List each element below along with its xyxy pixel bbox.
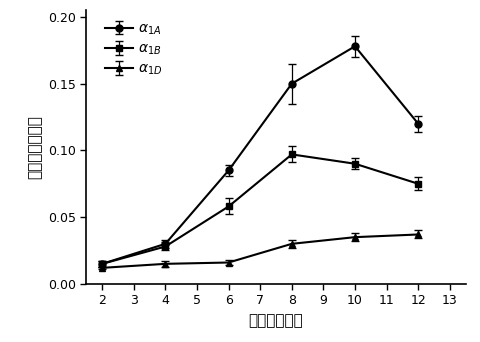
Y-axis label: 相对荧光诱导值: 相对荧光诱导值 xyxy=(27,115,42,179)
Legend: $\alpha_{1A}$, $\alpha_{1B}$, $\alpha_{1D}$: $\alpha_{1A}$, $\alpha_{1B}$, $\alpha_{1… xyxy=(101,17,167,81)
X-axis label: 时间（小时）: 时间（小时） xyxy=(249,313,303,328)
